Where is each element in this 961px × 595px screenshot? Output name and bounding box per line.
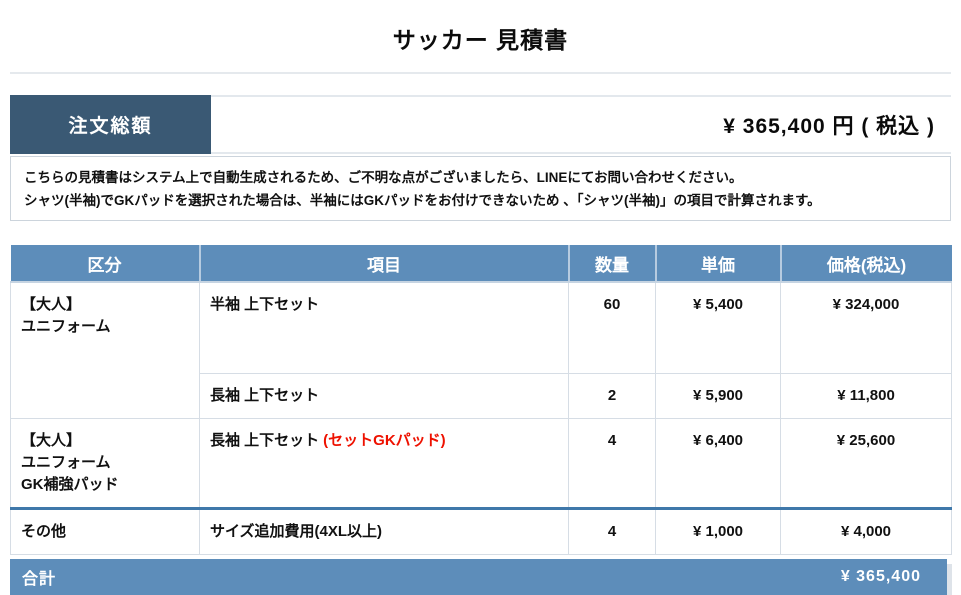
unit-price-cell: ¥ 5,900 (655, 372, 781, 419)
title-divider (10, 72, 951, 74)
col-header-qty: 数量 (568, 245, 657, 283)
unit-price-cell: ¥ 5,400 (655, 281, 781, 374)
quote-table: 区分 項目 数量 単価 価格(税込) 【大人】 ユニフォーム 半袖 上下セット … (10, 245, 952, 555)
order-total-label: 注文総額 (10, 95, 211, 154)
category-cell: 【大人】 ユニフォーム (10, 281, 200, 419)
notice-box: こちらの見積書はシステム上で自動生成されるため、ご不明な点がございましたら、LI… (10, 156, 951, 221)
price-cell: ¥ 4,000 (780, 507, 952, 555)
category-line: 【大人】 (21, 431, 82, 449)
price-cell: ¥ 25,600 (780, 417, 952, 510)
order-total-value: ¥ 365,400 円 ( 税込 ) (211, 95, 951, 154)
table-row: その他 サイズ追加費用(4XL以上) 4 ¥ 1,000 ¥ 4,000 (10, 507, 952, 555)
col-header-category: 区分 (10, 245, 201, 283)
item-cell: 長袖 上下セット (199, 372, 569, 419)
notice-line-1: こちらの見積書はシステム上で自動生成されるため、ご不明な点がございましたら、LI… (24, 170, 743, 185)
qty-cell: 4 (568, 507, 656, 555)
table-row: 【大人】 ユニフォーム GK補強パッド 長袖 上下セット (セットGKパッド) 4… (10, 417, 952, 510)
table-row: 長袖 上下セット 2 ¥ 5,900 ¥ 11,800 (11, 372, 952, 419)
col-header-price: 価格(税込) (780, 245, 952, 283)
price-cell: ¥ 324,000 (780, 281, 952, 374)
notice-line-2: シャツ(半袖)でGKパッドを選択された場合は、半袖にはGKパッドをお付けできない… (24, 193, 821, 208)
col-header-unit-price: 単価 (655, 245, 782, 283)
item-note-red: (セットGKパッド) (323, 431, 446, 449)
category-line: ユニフォーム (21, 318, 111, 335)
qty-cell: 60 (568, 281, 656, 374)
qty-cell: 2 (568, 372, 656, 419)
grand-total-bar: 合計 ¥ 365,400 (10, 558, 947, 595)
category-cell: その他 (10, 507, 200, 555)
category-line: 【大人】 (21, 296, 82, 313)
table-row: 【大人】 ユニフォーム 半袖 上下セット 60 ¥ 5,400 ¥ 324,00… (10, 281, 952, 419)
page-title: サッカー 見積書 (392, 27, 569, 53)
grand-total-label: 合計 (22, 570, 57, 588)
table-header-row: 区分 項目 数量 単価 価格(税込) (10, 245, 952, 283)
order-total-strip: 注文総額 ¥ 365,400 円 ( 税込 ) (10, 95, 951, 154)
col-header-item: 項目 (199, 245, 570, 283)
item-cell: サイズ追加費用(4XL以上) (199, 507, 569, 555)
item-cell: 長袖 上下セット (セットGKパッド) (199, 417, 569, 510)
category-cell: 【大人】 ユニフォーム GK補強パッド (10, 417, 200, 510)
category-line: その他 (21, 522, 67, 540)
item-cell: 半袖 上下セット (199, 281, 569, 374)
unit-price-cell: ¥ 6,400 (655, 417, 781, 510)
unit-price-cell: ¥ 1,000 (655, 507, 781, 555)
category-line: GK補強パッド (21, 475, 119, 493)
price-cell: ¥ 11,800 (780, 372, 952, 419)
qty-cell: 4 (568, 417, 656, 510)
category-line: ユニフォーム (21, 453, 111, 471)
grand-total-value: ¥ 365,400 (840, 567, 921, 585)
